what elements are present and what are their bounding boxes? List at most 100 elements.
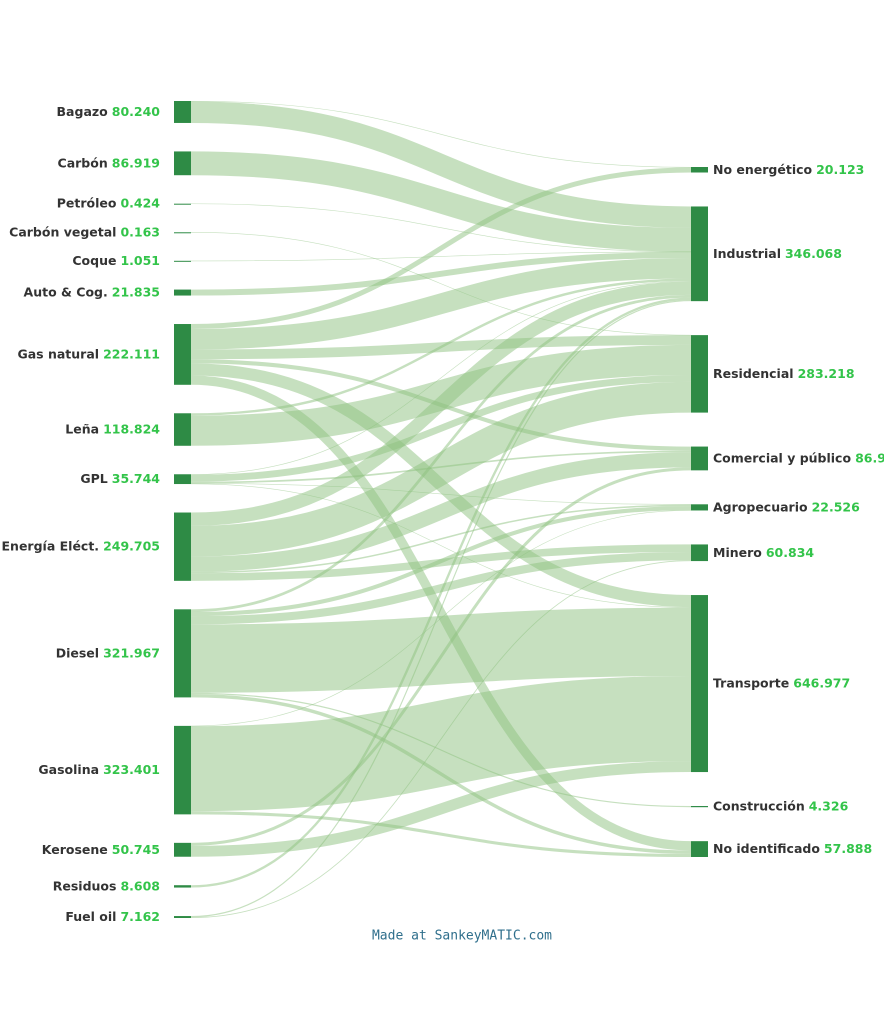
credit: Made at SankeyMATIC.com: [372, 929, 552, 944]
node-label: Transporte 646.977: [713, 675, 850, 690]
node-label: Petróleo 0.424: [57, 195, 161, 210]
node: [174, 609, 191, 698]
node-label: Carbón vegetal 0.163: [9, 224, 160, 239]
node-label: No identificado 57.888: [713, 841, 872, 856]
node: [691, 504, 708, 511]
flow: [190, 294, 692, 613]
node-value: 4.326: [809, 798, 849, 813]
node-name: Bagazo: [57, 103, 109, 118]
node-name: Leña: [65, 421, 99, 436]
node-label: Comercial y público 86.939: [713, 450, 884, 465]
node-label: Minero 60.834: [713, 544, 814, 559]
node: [174, 413, 191, 446]
node-value: 20.123: [816, 161, 864, 176]
node-name: Coque: [72, 252, 116, 267]
links: [190, 100, 692, 919]
node-value: 346.068: [785, 245, 842, 260]
node-value: 249.705: [103, 538, 160, 553]
node: [691, 335, 708, 413]
flow: [190, 100, 692, 168]
node: [174, 101, 191, 123]
flow: [190, 167, 692, 329]
node-label: Residencial 283.218: [713, 365, 855, 380]
node-label: Bagazo 80.240: [57, 103, 161, 118]
node-value: 80.240: [112, 103, 161, 118]
flow: [190, 607, 692, 693]
node-label: Leña 118.824: [65, 421, 160, 436]
node-name: Diesel: [56, 645, 99, 660]
flow: [190, 297, 692, 888]
node-value: 321.967: [103, 645, 160, 660]
node-value: 50.745: [112, 841, 160, 856]
node-name: Residuos: [53, 878, 117, 893]
node-name: Auto & Cog.: [24, 284, 108, 299]
node: [691, 806, 708, 808]
node: [691, 841, 708, 857]
node: [174, 842, 191, 857]
flow: [190, 280, 692, 475]
flow: [190, 504, 692, 574]
node-label: No energético 20.123: [713, 161, 864, 176]
node-name: Kerosene: [42, 841, 108, 856]
node-value: 57.888: [824, 841, 872, 856]
node-label: Gasolina 323.401: [38, 762, 160, 777]
node-label: Diesel 321.967: [56, 645, 160, 660]
node-label: Residuos 8.608: [53, 878, 160, 893]
flow: [190, 381, 692, 557]
flow: [190, 676, 692, 812]
flow: [190, 101, 692, 228]
node-value: 35.744: [112, 471, 161, 486]
node-value: 21.835: [112, 284, 160, 299]
node-name: Energía Eléct.: [2, 538, 100, 553]
node-label: Auto & Cog. 21.835: [24, 284, 160, 299]
node: [174, 324, 191, 385]
node: [174, 916, 191, 918]
node-label: Industrial 346.068: [713, 245, 842, 260]
flow: [190, 452, 692, 572]
nodes: Bagazo 80.240 Carbón 86.919 Petróleo 0.424 Car…: [2, 101, 884, 924]
flow: [190, 375, 692, 482]
node-value: 0.424: [120, 195, 160, 210]
node-name: Comercial y público: [713, 450, 851, 465]
flow: [190, 510, 692, 727]
node-value: 8.608: [120, 878, 160, 893]
node: [691, 446, 708, 471]
flow: [190, 278, 692, 416]
flow: [190, 483, 692, 505]
node-value: 283.218: [798, 365, 855, 380]
node-name: Gas natural: [17, 346, 99, 361]
node-name: Transporte: [713, 675, 789, 690]
node: [691, 167, 708, 173]
node-name: GPL: [80, 471, 107, 486]
flow: [190, 252, 692, 296]
flow: [190, 506, 692, 617]
node: [174, 260, 191, 262]
node-name: Fuel oil: [65, 909, 116, 924]
node-name: Residencial: [713, 365, 794, 380]
node-label: Coque 1.051: [72, 252, 160, 267]
flow: [190, 483, 692, 608]
node: [174, 512, 191, 581]
flow: [190, 281, 692, 526]
node-value: 7.162: [120, 909, 160, 924]
node: [174, 203, 191, 205]
node-value: 60.834: [766, 544, 815, 559]
node: [174, 289, 191, 296]
node-label: GPL 35.744: [80, 471, 160, 486]
node-label: Energía Eléct. 249.705: [2, 538, 160, 553]
node-label: Gas natural 222.111: [17, 346, 160, 361]
flow: [190, 203, 692, 253]
node-name: No energético: [713, 161, 813, 176]
node: [691, 595, 708, 773]
node-name: Carbón vegetal: [9, 224, 116, 239]
flow: [190, 467, 692, 846]
node-value: 0.163: [120, 224, 160, 239]
node: [174, 474, 191, 485]
flow: [190, 300, 692, 918]
node-name: Carbón: [58, 155, 108, 170]
flow: [190, 552, 692, 625]
node-label: Fuel oil 7.162: [65, 909, 160, 924]
node-value: 323.401: [103, 762, 160, 777]
node: [174, 725, 191, 815]
